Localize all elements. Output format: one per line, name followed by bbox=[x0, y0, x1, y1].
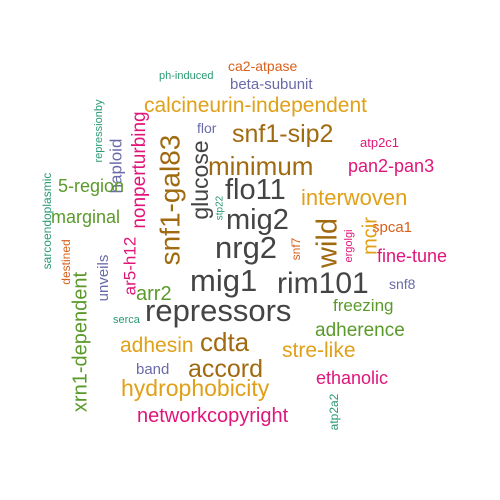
word-wild: wild bbox=[312, 218, 344, 269]
word-ph-induced: ph-induced bbox=[159, 70, 213, 82]
word-calcineurin-independent: calcineurin-independent bbox=[144, 94, 367, 117]
word-5-region: 5-region bbox=[58, 176, 124, 196]
word-mig1: mig1 bbox=[190, 263, 257, 298]
word-destined: destined bbox=[59, 239, 73, 284]
word-atp2c1: atp2c1 bbox=[360, 135, 399, 150]
word-snf1-sip2: snf1-sip2 bbox=[232, 120, 333, 148]
word-band: band bbox=[136, 361, 169, 378]
word-repressionby: repressionby bbox=[93, 99, 105, 162]
word-atp2a2: atp2a2 bbox=[327, 393, 341, 430]
word-accord: accord bbox=[188, 355, 263, 383]
word-nonperturbing: nonperturbing bbox=[129, 111, 150, 228]
word-ca2-atpase: ca2-atpase bbox=[228, 58, 297, 74]
word-ergolgi: ergolgi bbox=[343, 229, 355, 262]
word-minimum: minimum bbox=[208, 151, 313, 181]
word-glucose: glucose bbox=[187, 140, 213, 219]
word-hydrophobicity: hydrophobicity bbox=[121, 375, 270, 401]
word-sarcoendoplasmic: sarcoendoplasmic bbox=[40, 173, 54, 270]
word-repressors: repressors bbox=[145, 293, 291, 328]
word-cdta: cdta bbox=[200, 327, 250, 357]
word-ethanolic: ethanolic bbox=[316, 368, 388, 388]
word-marginal: marginal bbox=[51, 207, 120, 227]
word-fine-tune: fine-tune bbox=[377, 246, 447, 266]
word-mcir: mcir bbox=[359, 217, 381, 255]
word-ar5-h12: ar5-h12 bbox=[120, 237, 139, 296]
word-arr2: arr2 bbox=[136, 283, 172, 305]
word-spca1: spca1 bbox=[372, 219, 412, 236]
word-snf8: snf8 bbox=[389, 276, 416, 292]
word-pan2-pan3: pan2-pan3 bbox=[348, 156, 434, 176]
word-beta-subunit: beta-subunit bbox=[230, 76, 313, 93]
word-stre-like: stre-like bbox=[282, 339, 356, 362]
word-xrn1-dependent: xrn1-dependent bbox=[69, 272, 91, 413]
word-stp22: stp22 bbox=[215, 195, 226, 220]
word-nrg2: nrg2 bbox=[215, 230, 277, 265]
word-rim101: rim101 bbox=[277, 267, 369, 300]
word-snf1-gal83: snf1-gal83 bbox=[154, 135, 185, 266]
word-haploid: haploid bbox=[106, 139, 125, 194]
word-unveils: unveils bbox=[95, 255, 112, 302]
word-networkcopyright: networkcopyright bbox=[137, 405, 289, 427]
word-mig2: mig2 bbox=[226, 204, 289, 236]
word-flor: flor bbox=[197, 120, 217, 136]
word-serca: serca bbox=[113, 314, 141, 326]
word-interwoven: interwoven bbox=[301, 185, 407, 210]
word-freezing: freezing bbox=[333, 296, 393, 315]
word-flo11: flo11 bbox=[225, 174, 286, 206]
word-snf7: snf7 bbox=[289, 237, 303, 260]
word-adhesin: adhesin bbox=[120, 334, 194, 357]
word-adherence: adherence bbox=[315, 320, 405, 341]
